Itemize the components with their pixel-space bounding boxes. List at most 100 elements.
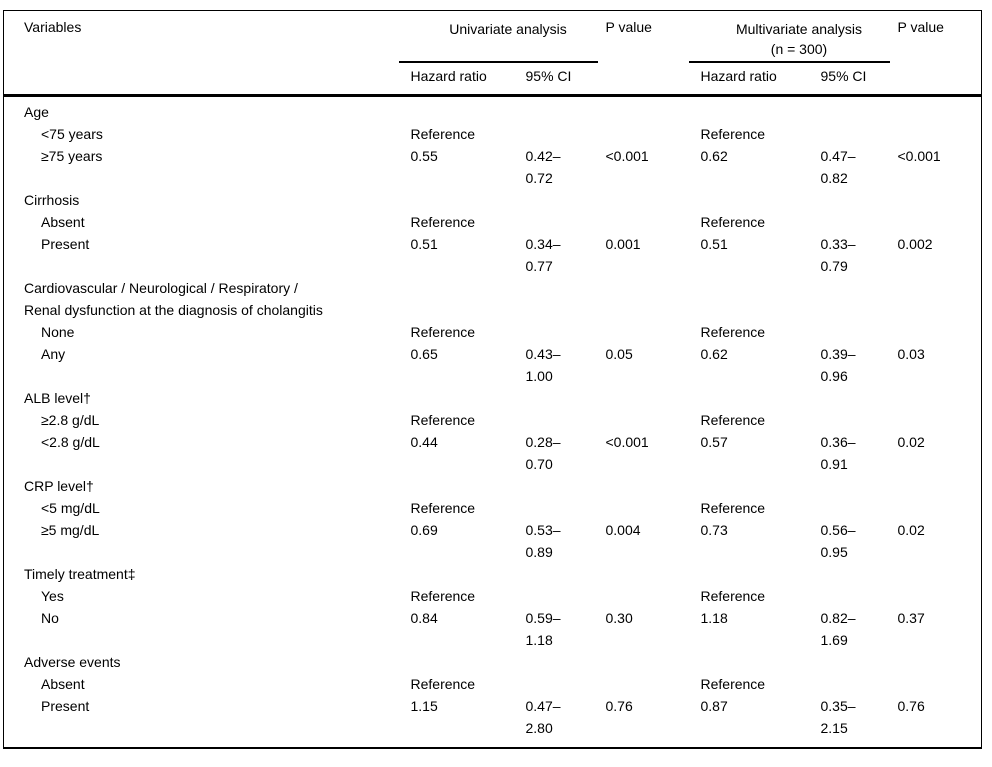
ci-value-line1: 0.42– <box>525 148 561 164</box>
univariate-p-cell <box>606 585 701 607</box>
ci-value-line2: 0.79 <box>820 258 848 274</box>
p-value: <0.001 <box>897 148 941 164</box>
hr-value: 0.73 <box>700 522 728 538</box>
multivariate-ci-cell: 0.82– 1.69 <box>821 607 898 651</box>
multivariate-hr-cell: 0.57 <box>701 431 821 475</box>
multivariate-hr-cell: Reference <box>701 673 821 695</box>
ci-value-line2: 2.15 <box>820 720 848 736</box>
multivariate-ci-cell: 0.56– 0.95 <box>821 519 898 563</box>
variable-group-row: Adverse events <box>4 651 982 673</box>
variable-label: ≥2.8 g/dL <box>41 412 100 428</box>
variable-data-row: Any 0.65 0.43– 1.00 0.05 0.62 0.39– 0.96 0… <box>4 343 982 387</box>
variable-data-row: <75 years Reference Reference <box>4 123 982 145</box>
multivariate-hr-cell: 1.18 <box>701 607 821 651</box>
univariate-header-rule <box>398 60 598 63</box>
ci-value-line1: 0.56– <box>820 522 856 538</box>
variable-cell: ≥75 years <box>4 145 411 189</box>
ci-value-line1: 0.53– <box>525 522 561 538</box>
ci-value-line2: 1.00 <box>525 368 553 384</box>
variable-data-row: <2.8 g/dL 0.44 0.28– 0.70 <0.001 0.57 0.3… <box>4 431 982 475</box>
univariate-hr-cell: 0.55 <box>411 145 526 189</box>
univariate-ci-cell <box>526 123 606 145</box>
table-header: Variables Univariate analysis P value Mu… <box>3 11 982 96</box>
univariate-hr-cell: Reference <box>411 211 526 233</box>
hr-value: Reference <box>700 126 766 142</box>
multivariate-ci-cell <box>821 585 898 607</box>
variable-label: Present <box>41 698 90 714</box>
hr-value: 0.65 <box>410 346 438 362</box>
variable-data-row: Present 1.15 0.47– 2.80 0.76 0.87 0.35– 2.… <box>4 695 982 748</box>
hr-value: Reference <box>700 324 766 340</box>
variable-label: None <box>41 324 75 340</box>
variable-data-row: None Reference Reference <box>4 321 982 343</box>
group-label-cell: Cirrhosis <box>4 189 982 211</box>
ci-value-line2: 0.89 <box>525 544 553 560</box>
multivariate-p-cell <box>898 123 982 145</box>
univariate-ci-cell <box>526 409 606 431</box>
variable-group-row: Timely treatment‡ <box>4 563 982 585</box>
ci-value-line2: 0.82 <box>820 170 848 186</box>
univariate-p-cell <box>606 123 701 145</box>
univariate-hr-cell: 1.15 <box>411 695 526 748</box>
univariate-ci-cell: 0.47– 2.80 <box>526 695 606 748</box>
univariate-p-value-label: P value <box>605 19 652 35</box>
group-label: Cardiovascular / Neurological / Respirat… <box>24 280 298 296</box>
univariate-p-cell <box>606 211 701 233</box>
group-label: CRP level† <box>24 478 94 494</box>
ci-value-line2: 0.91 <box>820 456 848 472</box>
hr-value: 0.57 <box>700 434 728 450</box>
hr-value: Reference <box>410 500 476 516</box>
univariate-ci-cell: 0.34– 0.77 <box>526 233 606 277</box>
hr-value: Reference <box>700 676 766 692</box>
univariate-p-cell: <0.001 <box>606 431 701 475</box>
hr-value: Reference <box>700 500 766 516</box>
ci-value-line2: 1.18 <box>525 632 553 648</box>
univariate-p-cell: 0.30 <box>606 607 701 651</box>
multivariate-p-value-header: P value <box>898 11 982 96</box>
univariate-ci-header: 95% CI <box>525 67 572 84</box>
p-value: 0.03 <box>897 346 925 362</box>
variable-cell: ≥5 mg/dL <box>4 519 411 563</box>
ci-value-line1: 0.35– <box>820 698 856 714</box>
univariate-p-cell: 0.001 <box>606 233 701 277</box>
multivariate-analysis-subtitle: (n = 300) <box>770 41 828 57</box>
univariate-ci-cell <box>526 585 606 607</box>
univariate-p-cell: <0.001 <box>606 145 701 189</box>
univariate-ci-cell: 0.42– 0.72 <box>526 145 606 189</box>
hr-value: 0.62 <box>700 148 728 164</box>
hr-value: Reference <box>410 126 476 142</box>
multivariate-ci-cell <box>821 211 898 233</box>
hr-value: 0.62 <box>700 346 728 362</box>
variable-group-row: Cirrhosis <box>4 189 982 211</box>
variable-label: <2.8 g/dL <box>41 434 100 450</box>
multivariate-p-cell <box>898 585 982 607</box>
multivariate-hazard-ratio-header: Hazard ratio <box>700 67 777 84</box>
ci-value-line1: 0.59– <box>525 610 561 626</box>
variable-label: Present <box>41 236 90 252</box>
variable-cell: Present <box>4 695 411 748</box>
variable-data-row: Yes Reference Reference <box>4 585 982 607</box>
multivariate-p-cell: 0.03 <box>898 343 982 387</box>
variable-cell: Absent <box>4 211 411 233</box>
group-label: ALB level† <box>24 390 91 406</box>
univariate-analysis-header: Univariate analysis <box>398 11 606 63</box>
variable-group-row: CRP level† <box>4 475 982 497</box>
multivariate-p-cell: 0.002 <box>898 233 982 277</box>
ci-value-line1: 0.47– <box>820 148 856 164</box>
group-label-cell: ALB level† <box>4 387 982 409</box>
multivariate-analysis-title: Multivariate analysis <box>735 21 863 37</box>
hr-value: 1.15 <box>410 698 438 714</box>
multivariate-ci-cell <box>821 673 898 695</box>
p-value: 0.002 <box>897 236 933 252</box>
variable-data-row: Absent Reference Reference <box>4 211 982 233</box>
hr-value: 0.51 <box>410 236 438 252</box>
univariate-ci-cell <box>526 321 606 343</box>
variable-cell: None <box>4 321 411 343</box>
multivariate-p-cell <box>898 409 982 431</box>
univariate-analysis-title: Univariate analysis <box>449 21 567 37</box>
p-value: 0.76 <box>897 698 925 714</box>
multivariate-p-cell <box>898 497 982 519</box>
variable-cell: <2.8 g/dL <box>4 431 411 475</box>
group-label-cell: Age <box>4 96 982 124</box>
p-value: 0.02 <box>897 522 925 538</box>
